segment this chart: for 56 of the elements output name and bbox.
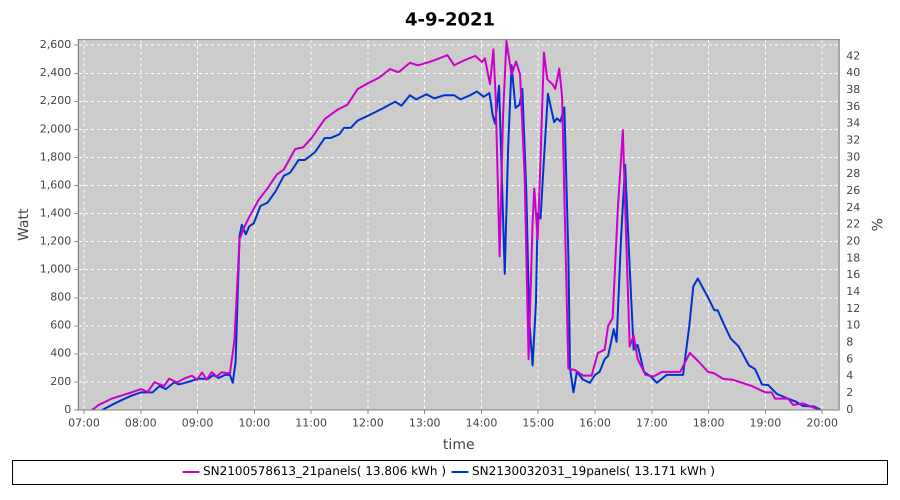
x-tick-label: 08:00 [124, 416, 157, 430]
y-tick-label: 0 [64, 402, 72, 416]
y-tick-label: 1,800 [40, 150, 72, 164]
y2-tick-label: 30 [846, 150, 860, 164]
x-tick-label: 13:00 [408, 416, 441, 430]
x-tick-label: 15:00 [522, 416, 554, 430]
y2-tick-label: 6 [846, 352, 854, 366]
x-tick-label: 18:00 [692, 416, 724, 430]
y-tick-label: 1,200 [40, 234, 72, 248]
y2-tick-label: 20 [846, 234, 860, 248]
y-tick-label: 600 [50, 318, 72, 332]
x-tick-label: 12:00 [352, 416, 384, 430]
legend-label: SN2130032031_19panels( 13.171 kWh ) [472, 464, 715, 478]
x-axis-title: time [442, 437, 475, 454]
y2-tick-label: 10 [846, 318, 860, 332]
y2-tick-label: 38 [846, 82, 860, 96]
x-tick-label: 11:00 [295, 416, 327, 430]
y2-tick-label: 12 [846, 302, 860, 315]
y-tick-label: 1,000 [40, 262, 72, 276]
y-tick-label: 400 [50, 346, 72, 360]
x-tick-label: 20:00 [806, 416, 838, 430]
y2-tick-label: 8 [846, 336, 854, 349]
y2-tick-label: 2 [846, 386, 854, 400]
y2-axis-title: % [868, 218, 884, 232]
y2-tick-label: 28 [846, 167, 860, 180]
y-tick-label: 200 [50, 374, 72, 388]
legend-label: SN2100578613_21panels( 13.806 kWh ) [203, 464, 446, 478]
x-tick-label: 07:00 [68, 416, 100, 430]
y2-tick-label: 36 [846, 100, 860, 113]
x-tick-label: 10:00 [238, 416, 270, 430]
x-tick-label: 09:00 [182, 416, 214, 430]
y-tick-label: 2,200 [40, 94, 72, 108]
y-tick-label: 2,400 [40, 66, 72, 80]
y-tick-label: 1,400 [40, 206, 72, 220]
y2-tick-label: 40 [846, 66, 860, 80]
y2-tick-label: 16 [846, 268, 860, 282]
y-tick-label: 2,600 [40, 38, 72, 52]
x-tick-label: 19:00 [750, 416, 782, 430]
x-tick-label: 17:00 [636, 416, 668, 430]
y-tick-label: 2,000 [40, 122, 72, 136]
y2-tick-label: 4 [846, 369, 854, 382]
y2-tick-label: 14 [846, 285, 860, 298]
y-axis-title: Watt [16, 208, 32, 242]
y2-tick-label: 34 [846, 116, 860, 130]
y2-tick-label: 0 [846, 402, 854, 416]
y-tick-label: 1,600 [40, 178, 72, 192]
y2-tick-label: 18 [846, 251, 860, 264]
chart-title: 4-9-2021 [404, 9, 496, 30]
x-tick-label: 14:00 [466, 416, 498, 430]
y2-tick-label: 32 [846, 133, 860, 146]
y2-tick-label: 26 [846, 184, 860, 197]
y2-tick-label: 42 [846, 49, 860, 62]
y2-tick-label: 22 [846, 218, 860, 231]
x-tick-label: 16:00 [579, 416, 611, 430]
y2-tick-label: 24 [846, 200, 860, 214]
y-tick-label: 800 [50, 290, 72, 304]
